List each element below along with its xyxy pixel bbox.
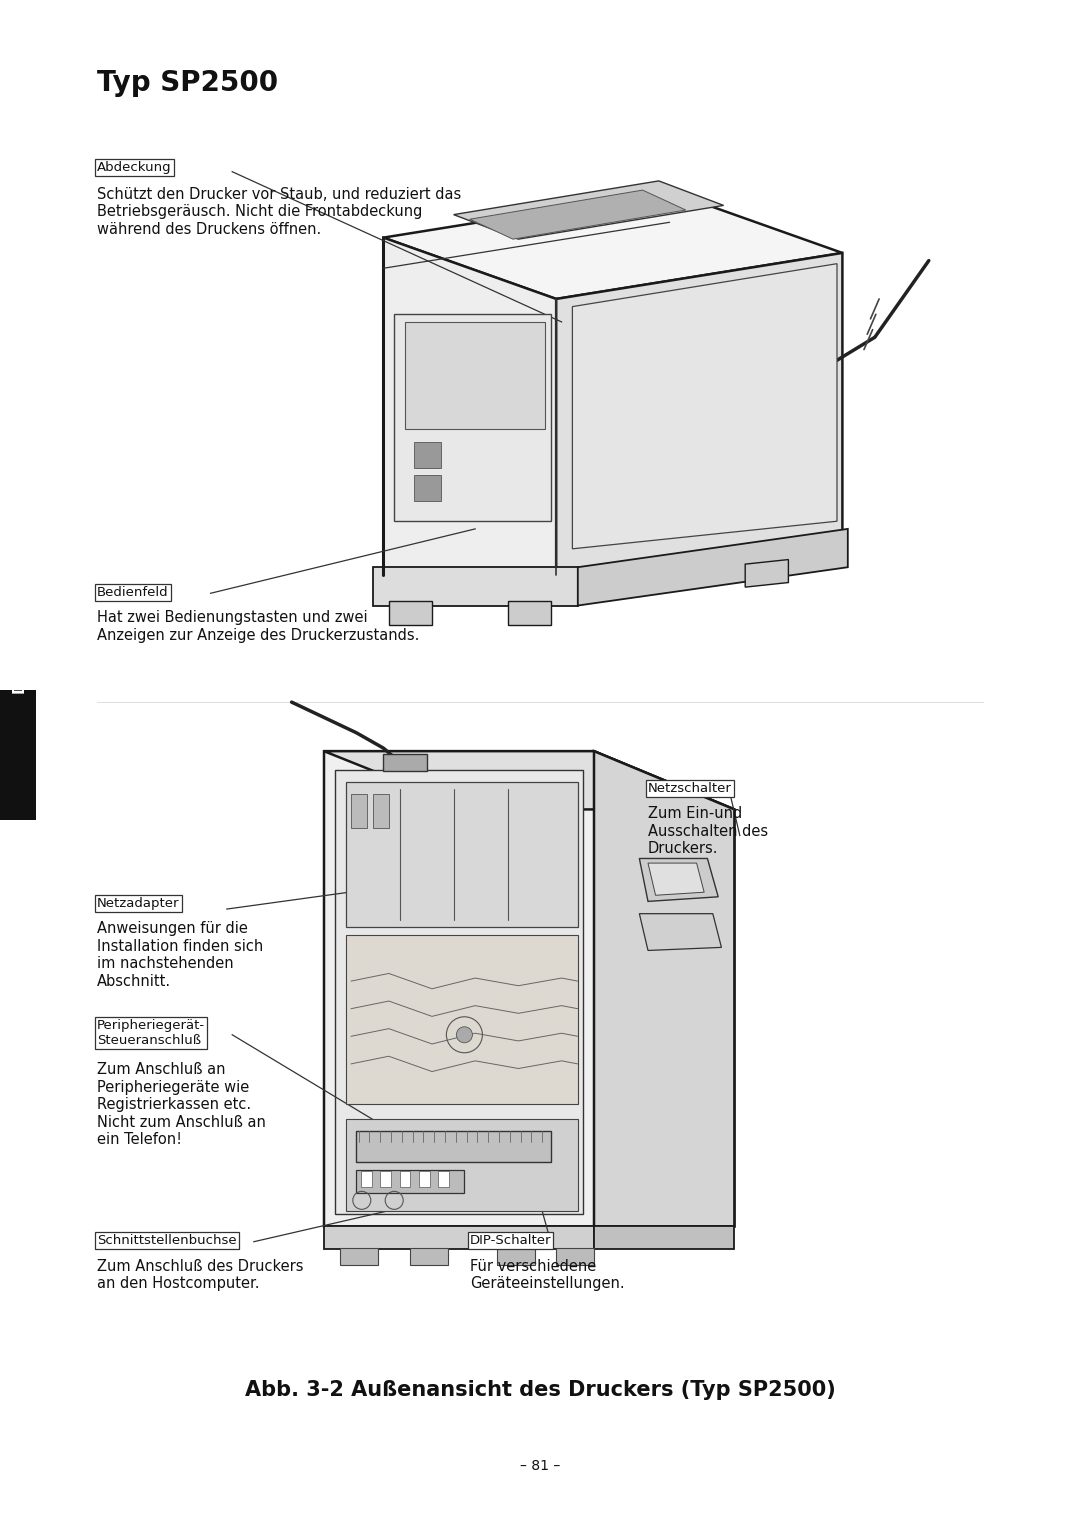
Polygon shape — [454, 181, 724, 239]
Polygon shape — [373, 794, 389, 828]
Polygon shape — [389, 601, 432, 625]
Polygon shape — [419, 1171, 430, 1187]
Polygon shape — [346, 782, 578, 927]
Polygon shape — [394, 314, 551, 521]
Text: Schnittstellenbuchse: Schnittstellenbuchse — [97, 1234, 237, 1246]
Text: Abb. 3-2 Außenansicht des Druckers (Typ SP2500): Abb. 3-2 Außenansicht des Druckers (Typ … — [245, 1380, 835, 1400]
Polygon shape — [383, 754, 427, 771]
Polygon shape — [414, 475, 441, 501]
Polygon shape — [380, 1171, 391, 1187]
Polygon shape — [356, 1170, 464, 1193]
Polygon shape — [410, 1248, 448, 1265]
Circle shape — [457, 1027, 472, 1042]
Polygon shape — [414, 442, 441, 468]
Text: Bedienfeld: Bedienfeld — [97, 586, 168, 598]
Polygon shape — [578, 529, 848, 606]
Polygon shape — [497, 1248, 535, 1265]
Polygon shape — [594, 1226, 734, 1249]
Polygon shape — [373, 567, 578, 606]
Text: – 81 –: – 81 – — [519, 1459, 561, 1473]
Polygon shape — [438, 1171, 449, 1187]
Polygon shape — [361, 1171, 372, 1187]
Text: Zum Anschluß des Druckers
an den Hostcomputer.: Zum Anschluß des Druckers an den Hostcom… — [97, 1259, 303, 1291]
Text: Anweisungen für die
Installation finden sich
im nachstehenden
Abschnitt.: Anweisungen für die Installation finden … — [97, 921, 264, 989]
Polygon shape — [648, 863, 704, 895]
Text: Hat zwei Bedienungstasten und zwei
Anzeigen zur Anzeige des Druckerzustands.: Hat zwei Bedienungstasten und zwei Anzei… — [97, 610, 419, 642]
Text: Für verschiedene
Geräteeinstellungen.: Für verschiedene Geräteeinstellungen. — [470, 1259, 624, 1291]
Polygon shape — [594, 751, 734, 1226]
Polygon shape — [405, 322, 545, 429]
Polygon shape — [745, 560, 788, 587]
Polygon shape — [572, 264, 837, 549]
Text: Netzadapter: Netzadapter — [97, 897, 179, 909]
Polygon shape — [639, 914, 721, 950]
Polygon shape — [556, 253, 842, 575]
Polygon shape — [340, 1248, 378, 1265]
Polygon shape — [324, 751, 734, 809]
Text: Netzschalter: Netzschalter — [648, 782, 732, 794]
Polygon shape — [556, 1248, 594, 1265]
Polygon shape — [383, 192, 842, 299]
Polygon shape — [335, 770, 583, 1214]
Text: Zum Ein-und
Ausschalten des
Druckers.: Zum Ein-und Ausschalten des Druckers. — [648, 806, 768, 855]
Polygon shape — [351, 794, 367, 828]
Polygon shape — [356, 1131, 551, 1162]
Text: Zum Anschluß an
Peripheriegeräte wie
Registrierkassen etc.
Nicht zum Anschluß an: Zum Anschluß an Peripheriegeräte wie Reg… — [97, 1062, 266, 1147]
Bar — [0, 690, 36, 820]
Polygon shape — [324, 1226, 594, 1249]
Polygon shape — [508, 601, 551, 625]
Polygon shape — [470, 190, 686, 239]
Polygon shape — [639, 858, 718, 901]
Text: DEUTSCH: DEUTSCH — [12, 612, 27, 693]
Text: Abdeckung: Abdeckung — [97, 161, 172, 173]
Polygon shape — [400, 1171, 410, 1187]
Polygon shape — [383, 238, 556, 575]
Polygon shape — [346, 1119, 578, 1211]
Text: Schützt den Drucker vor Staub, und reduziert das
Betriebsgeräusch. Nicht die Fro: Schützt den Drucker vor Staub, und reduz… — [97, 187, 461, 236]
Text: DIP-Schalter: DIP-Schalter — [470, 1234, 551, 1246]
Polygon shape — [324, 751, 734, 1226]
Text: Peripheriegerät-
Steueranschluß: Peripheriegerät- Steueranschluß — [97, 1019, 205, 1047]
Polygon shape — [346, 935, 578, 1104]
Text: Typ SP2500: Typ SP2500 — [97, 69, 279, 97]
